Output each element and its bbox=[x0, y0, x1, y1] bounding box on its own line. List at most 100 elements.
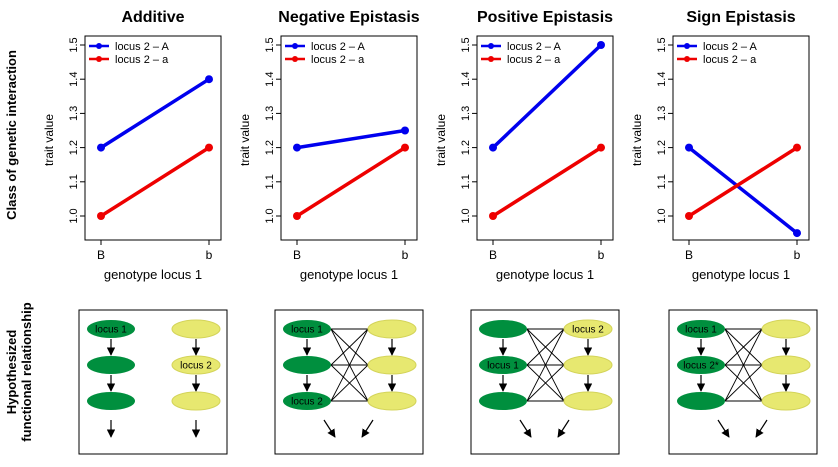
legend-label: locus 2 – a bbox=[703, 54, 757, 66]
x-tick-label: B bbox=[489, 248, 497, 262]
y-axis-label: trait value bbox=[630, 114, 644, 166]
data-point bbox=[793, 143, 801, 152]
data-point bbox=[685, 143, 693, 152]
legend-label: locus 2 – a bbox=[115, 54, 169, 66]
output-arrow bbox=[557, 419, 570, 438]
gene-node-green bbox=[283, 356, 331, 374]
legend-label: locus 2 – a bbox=[311, 54, 365, 66]
data-point bbox=[97, 143, 105, 152]
data-point bbox=[293, 212, 301, 220]
output-arrow bbox=[755, 419, 768, 438]
legend-label: locus 2 – A bbox=[311, 41, 365, 53]
data-point bbox=[685, 212, 693, 220]
data-point bbox=[489, 212, 497, 220]
y-tick-label: 1.2 bbox=[656, 140, 668, 155]
interaction-link bbox=[724, 328, 763, 402]
gene-node-green bbox=[479, 320, 527, 338]
plot-frame bbox=[672, 35, 810, 241]
y-tick-label: 1.5 bbox=[264, 37, 276, 52]
series-line bbox=[295, 145, 407, 218]
x-tick-label: B bbox=[97, 248, 105, 262]
series-line bbox=[687, 145, 799, 235]
gene-node-yellow bbox=[563, 391, 613, 411]
interaction-link bbox=[330, 328, 369, 366]
gene-node-green bbox=[87, 320, 135, 338]
interaction-link bbox=[724, 364, 763, 402]
y-tick-label: 1.5 bbox=[68, 37, 80, 52]
gene-node-label: locus 2 bbox=[291, 397, 323, 408]
gene-node-yellow bbox=[367, 355, 417, 375]
data-point bbox=[489, 143, 497, 152]
gene-node-yellow bbox=[761, 355, 811, 375]
x-tick-label: b bbox=[794, 248, 801, 262]
y-tick-label: 1.1 bbox=[68, 174, 80, 189]
gene-node-green bbox=[283, 392, 331, 410]
y-axis-label: trait value bbox=[238, 114, 252, 166]
legend-marker bbox=[292, 56, 298, 62]
interaction-link bbox=[526, 328, 565, 402]
y-tick-label: 1.2 bbox=[264, 140, 276, 155]
output-arrow bbox=[717, 419, 730, 438]
x-tick-label: B bbox=[685, 248, 693, 262]
interaction-link bbox=[724, 328, 763, 366]
gene-node-label: locus 1 bbox=[291, 325, 323, 336]
legend-marker bbox=[488, 56, 494, 62]
gene-node-yellow bbox=[171, 355, 221, 375]
chart-title: Additive bbox=[121, 9, 184, 26]
data-point bbox=[97, 212, 105, 220]
data-point bbox=[793, 229, 801, 238]
gene-node-green bbox=[479, 356, 527, 374]
interaction-link bbox=[526, 364, 565, 402]
chart-panel: Additive 1.0 1.1 1.2 1.3 1.4 1.5 trait value B bg… bbox=[42, 9, 222, 282]
data-point bbox=[597, 143, 605, 152]
gene-node-label: locus 1 bbox=[685, 325, 717, 336]
plot-frame bbox=[84, 35, 222, 241]
diagram-panel: locus 1 locus 2 bbox=[274, 309, 424, 455]
gene-node-label: locus 1 bbox=[95, 325, 127, 336]
legend-marker bbox=[684, 43, 690, 49]
series-line bbox=[491, 43, 603, 150]
row-label-functional-line1: Hypothesized bbox=[4, 330, 19, 415]
gene-node-yellow bbox=[171, 319, 221, 339]
legend-marker bbox=[292, 43, 298, 49]
interaction-link bbox=[330, 364, 369, 402]
y-tick-label: 1.4 bbox=[264, 72, 276, 87]
y-tick-label: 1.0 bbox=[656, 208, 668, 223]
output-arrow bbox=[361, 419, 374, 438]
gene-node-green bbox=[283, 320, 331, 338]
y-tick-label: 1.4 bbox=[656, 72, 668, 87]
gene-node-green bbox=[479, 392, 527, 410]
row-label-functional-line2: functional relationship bbox=[19, 302, 34, 441]
data-point bbox=[401, 143, 409, 152]
gene-node-green bbox=[677, 356, 725, 374]
chart-title: Negative Epistasis bbox=[278, 9, 420, 26]
legend-marker bbox=[684, 56, 690, 62]
interaction-link bbox=[526, 328, 565, 366]
chart-panel: Positive Epistasis 1.0 1.1 1.2 1.3 1.4 1.5 trai… bbox=[434, 9, 614, 282]
series-line bbox=[491, 145, 603, 218]
gene-node-yellow bbox=[171, 391, 221, 411]
legend-marker bbox=[488, 43, 494, 49]
y-tick-label: 1.3 bbox=[264, 106, 276, 121]
chart-title: Positive Epistasis bbox=[477, 9, 613, 26]
diagram-panel: locus 1 locus 2* bbox=[668, 309, 818, 455]
data-point bbox=[205, 143, 213, 152]
chart-panel: Negative Epistasis 1.0 1.1 1.2 1.3 1.4 1.5 trai… bbox=[238, 9, 420, 282]
gene-node-label: locus 2 bbox=[180, 361, 212, 372]
legend-label: locus 2 – A bbox=[703, 41, 757, 53]
legend-label: locus 2 – A bbox=[115, 41, 169, 53]
gene-node-label: locus 2* bbox=[683, 361, 719, 372]
gene-node-yellow bbox=[367, 391, 417, 411]
y-axis-label: trait value bbox=[42, 114, 56, 166]
chart-panel: Sign Epistasis 1.0 1.1 1.2 1.3 1.4 1.5 trait va… bbox=[630, 9, 810, 282]
gene-node-green bbox=[87, 356, 135, 374]
y-tick-label: 1.2 bbox=[68, 140, 80, 155]
x-axis-label: genotype locus 1 bbox=[300, 267, 398, 282]
x-tick-label: b bbox=[206, 248, 213, 262]
y-tick-label: 1.1 bbox=[264, 174, 276, 189]
diagram-panel: locus 2 locus 1 bbox=[470, 309, 620, 455]
y-tick-label: 1.5 bbox=[460, 37, 472, 52]
x-axis-label: genotype locus 1 bbox=[104, 267, 202, 282]
y-tick-label: 1.3 bbox=[656, 106, 668, 121]
